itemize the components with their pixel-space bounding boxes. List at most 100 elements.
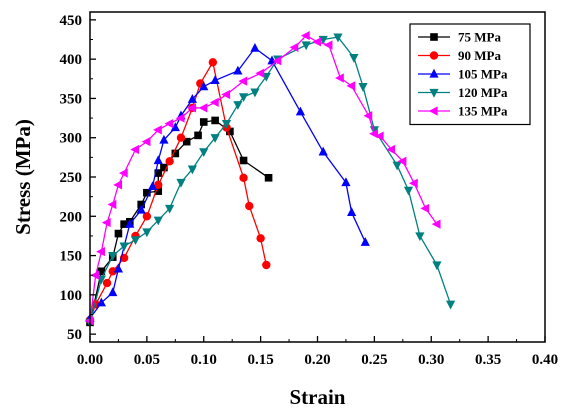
x-tick-label: 0.15: [248, 352, 274, 368]
legend-label: 105 MPa: [458, 67, 508, 82]
data-point: [415, 232, 425, 242]
x-tick-label: 0.10: [191, 352, 217, 368]
data-point: [125, 218, 135, 228]
data-point: [154, 169, 163, 177]
data-point: [120, 220, 128, 228]
data-point: [346, 81, 356, 91]
y-tick-label: 100: [60, 288, 83, 304]
data-point: [142, 228, 152, 238]
legend-entry: 120 MPa: [418, 85, 508, 100]
data-point: [90, 270, 100, 280]
data-point: [245, 201, 254, 211]
data-point: [255, 68, 265, 78]
data-point: [141, 137, 151, 147]
data-point: [341, 177, 351, 187]
legend-marker: [429, 68, 439, 78]
legend-entry: 90 MPa: [418, 48, 501, 63]
data-point: [154, 180, 163, 190]
x-tick-label: 0.30: [418, 352, 444, 368]
data-point: [198, 103, 208, 113]
legend-label: 90 MPa: [458, 48, 501, 63]
data-point: [238, 93, 249, 103]
data-point: [267, 55, 277, 65]
data-point: [226, 127, 234, 136]
data-point: [182, 137, 191, 146]
data-point: [238, 76, 248, 86]
data-point: [208, 58, 218, 67]
data-point: [333, 33, 343, 43]
data-point: [114, 229, 123, 238]
data-point: [108, 251, 118, 261]
data-point: [187, 103, 196, 113]
data-point: [137, 200, 145, 209]
legend-entry: 135 MPa: [418, 104, 508, 119]
legend-entry: 105 MPa: [418, 67, 508, 82]
data-point: [199, 81, 209, 91]
data-point: [147, 181, 158, 191]
data-point: [295, 106, 306, 116]
data-point: [374, 131, 384, 141]
data-point: [130, 144, 140, 155]
y-tick-label: 400: [60, 52, 83, 68]
series-line: [89, 47, 366, 319]
data-point: [318, 146, 328, 156]
legend-marker: [430, 33, 438, 41]
data-point: [210, 134, 220, 143]
data-point: [113, 180, 123, 190]
y-tick-label: 150: [60, 249, 83, 265]
data-point: [187, 165, 197, 175]
x-axis: 0.00 0.05 0.10 0.15 0.20 0.25 0.30 0.35 0.40: [77, 336, 558, 368]
data-point: [199, 118, 208, 126]
data-point: [113, 263, 124, 273]
legend: 75 MPa 90 MPa 105 MPa 120 MPa 135 MPa: [409, 23, 531, 126]
data-point: [108, 287, 118, 297]
legend-entry: 75 MPa: [418, 30, 501, 45]
data-point: [107, 199, 117, 210]
y-tick-label: 450: [60, 13, 83, 29]
data-point: [118, 168, 128, 178]
series-3: [85, 42, 370, 323]
data-point: [360, 237, 370, 246]
data-point: [165, 157, 174, 166]
data-point: [432, 261, 442, 271]
data-point: [170, 122, 180, 132]
data-point: [165, 204, 175, 214]
data-point: [250, 88, 260, 98]
data-point: [233, 65, 243, 75]
data-point: [239, 156, 248, 165]
data-point: [397, 156, 407, 166]
data-point: [358, 83, 368, 92]
data-point: [84, 316, 94, 326]
data-point: [408, 178, 418, 188]
legend-marker: [429, 51, 439, 60]
data-point: [164, 118, 174, 129]
data-point: [160, 163, 168, 172]
data-point: [262, 260, 271, 270]
x-tick-label: 0.40: [532, 352, 558, 368]
data-point: [142, 212, 152, 221]
data-point: [300, 30, 310, 41]
data-point: [159, 134, 169, 144]
data-point: [323, 40, 333, 50]
series-4: [85, 33, 456, 328]
data-point: [176, 133, 186, 142]
data-point: [199, 148, 209, 158]
data-point: [349, 53, 359, 63]
data-point: [420, 203, 430, 214]
data-point: [153, 216, 163, 226]
data-point: [130, 236, 141, 246]
data-point: [97, 267, 106, 276]
data-point: [312, 37, 322, 47]
data-point: [210, 75, 220, 84]
data-point: [143, 188, 151, 197]
data-point: [102, 278, 112, 288]
y-tick-label: 200: [60, 209, 83, 225]
series-line: [89, 119, 269, 323]
y-axis-title: Stress (MPa): [11, 119, 35, 235]
data-point: [136, 204, 146, 214]
legend-marker: [429, 88, 439, 98]
data-point: [119, 242, 129, 252]
series-5: [84, 30, 441, 326]
y-tick-label: 50: [67, 327, 82, 343]
